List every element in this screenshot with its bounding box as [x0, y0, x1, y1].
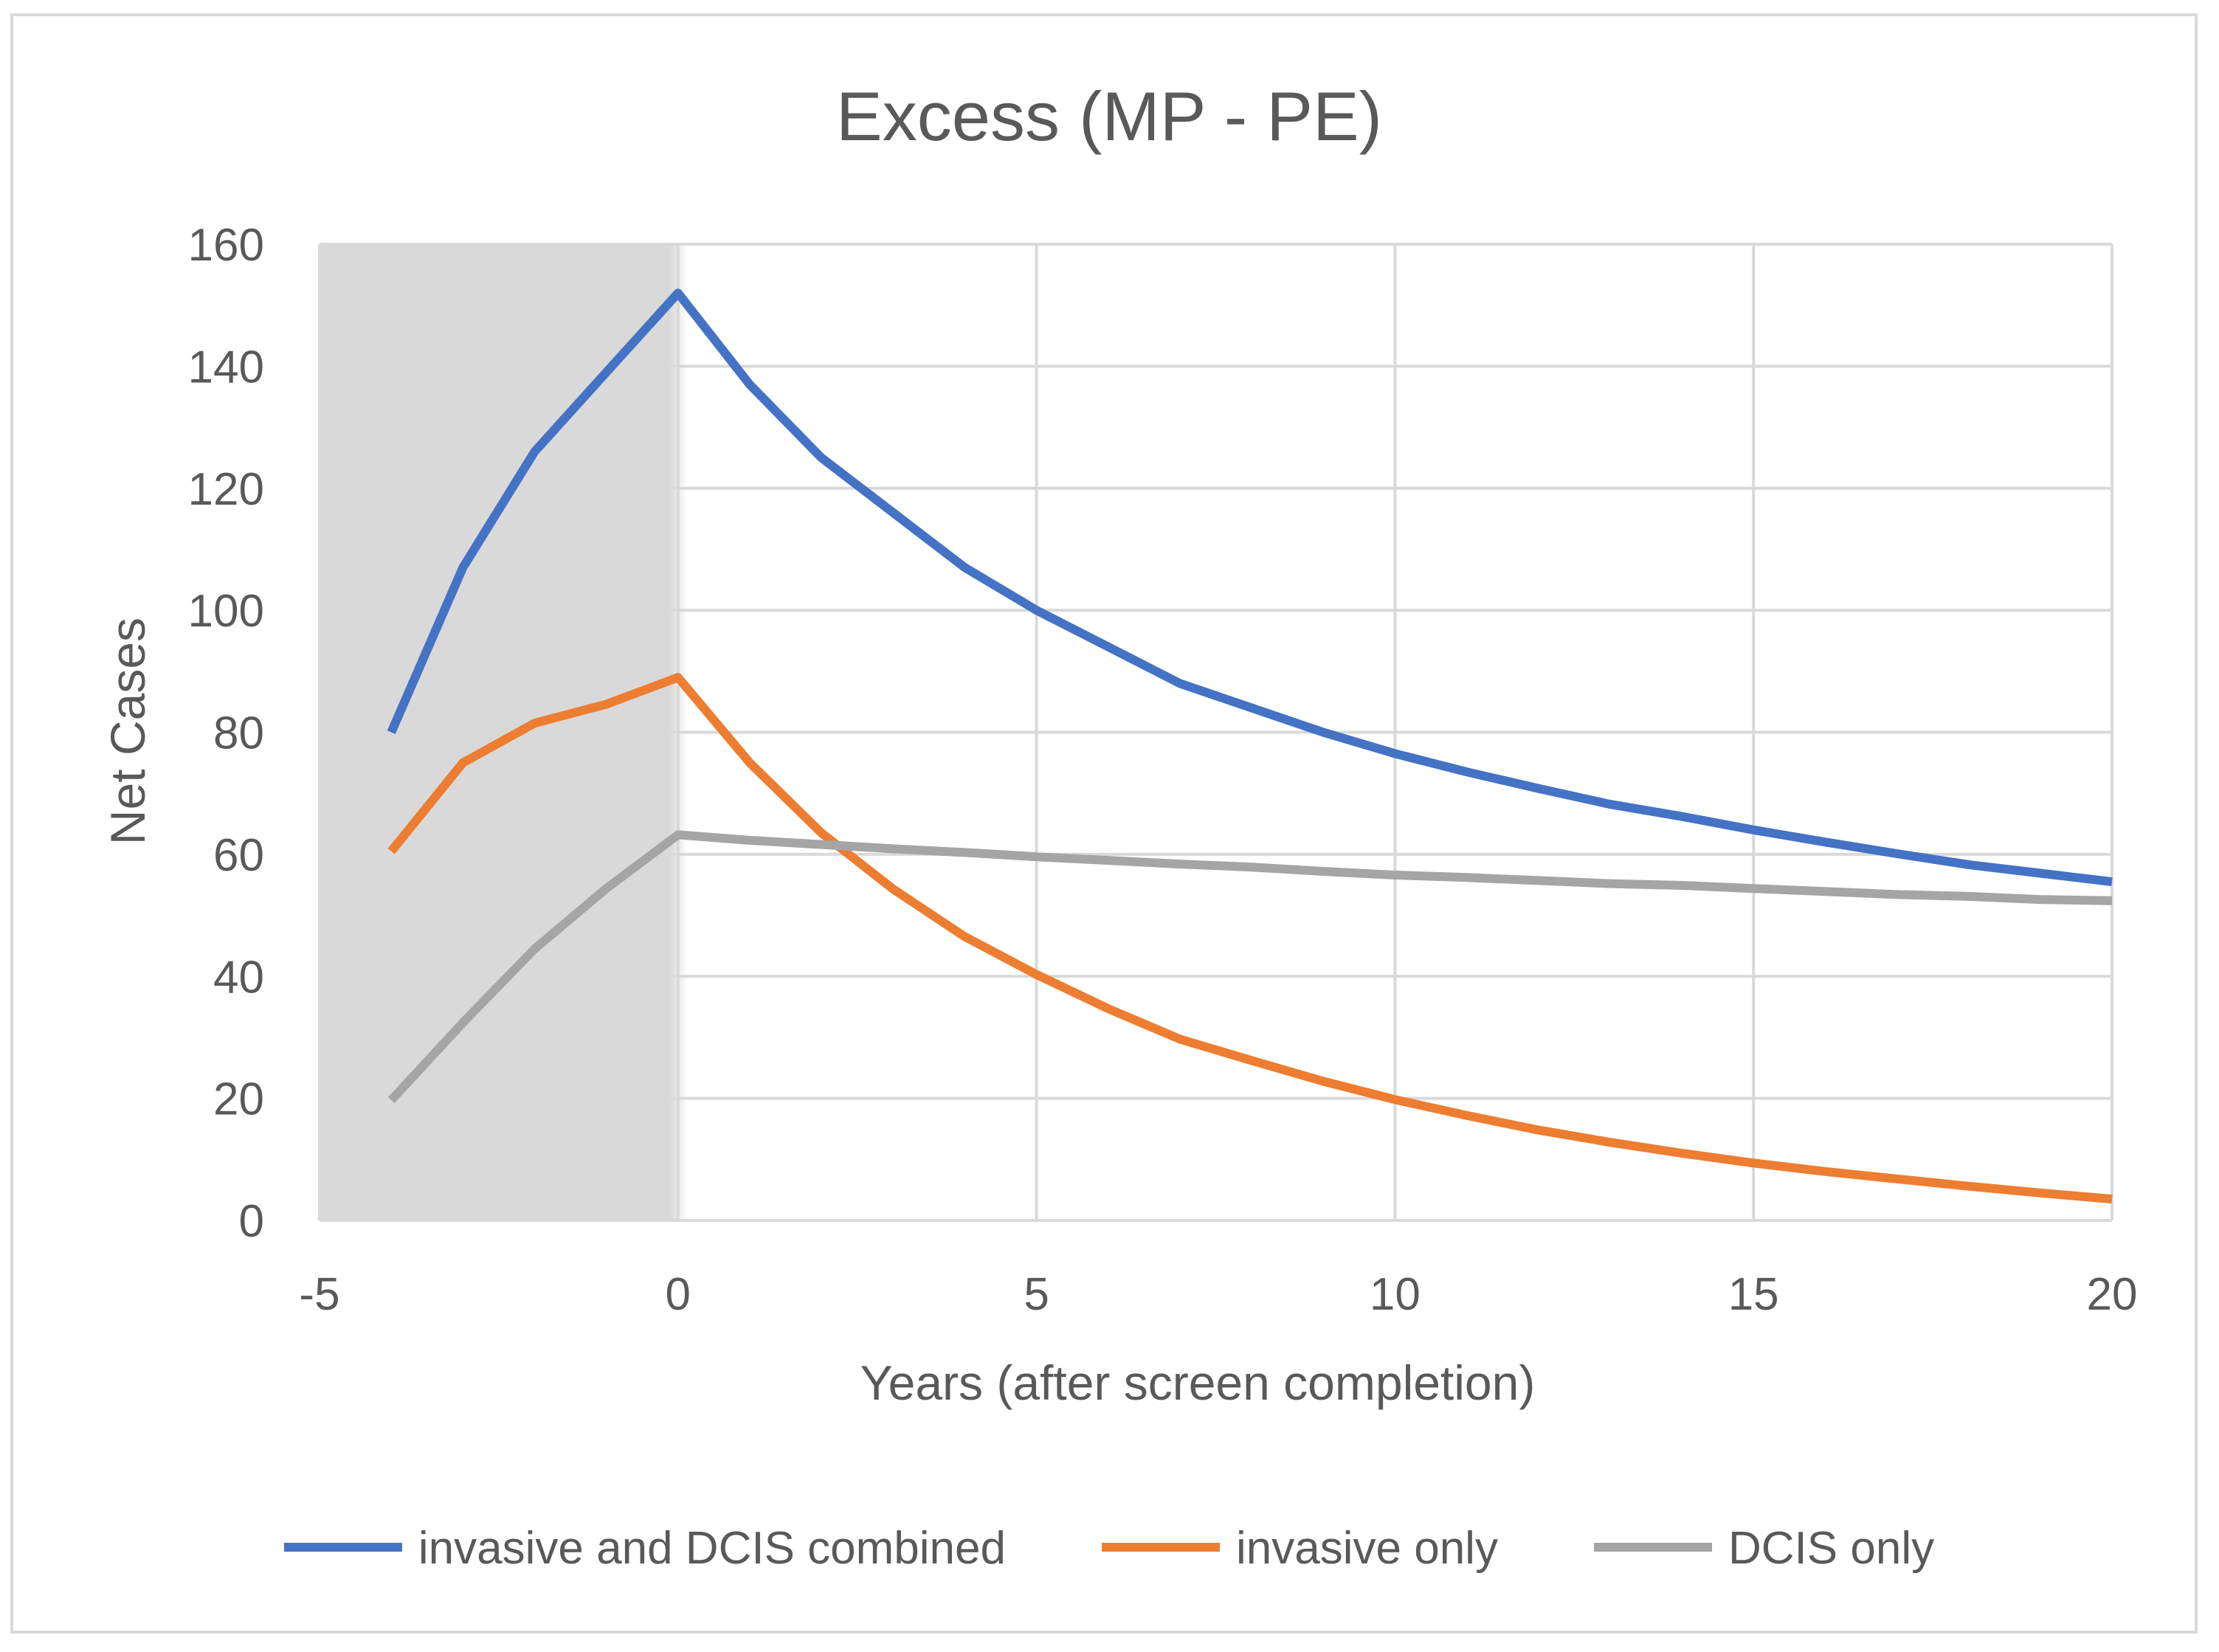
legend-label: invasive and DCIS combined [418, 1523, 1006, 1574]
y-tick-label: 20 [213, 1074, 264, 1125]
legend-item: DCIS only [1594, 1523, 1934, 1574]
gridlines [320, 243, 2113, 1220]
series-line-3 [387, 830, 2113, 1104]
y-tick-label: 100 [188, 586, 264, 637]
y-tick-label: 0 [239, 1196, 264, 1247]
series-lines [387, 288, 2113, 1204]
legend-label: DCIS only [1728, 1523, 1934, 1574]
x-tick-label: 0 [666, 1269, 691, 1320]
y-tick-label: 120 [188, 464, 264, 515]
y-axis-label: Net Cases [100, 618, 155, 845]
x-tick-label: 20 [2087, 1269, 2138, 1320]
series-line-2 [387, 673, 2113, 1204]
y-tick-label: 140 [188, 342, 264, 393]
axes [318, 244, 2112, 1222]
x-tick-label: -5 [299, 1269, 339, 1320]
x-tick-label: 5 [1024, 1269, 1049, 1320]
x-tick-label: 15 [1728, 1269, 1779, 1320]
x-tick-label: 10 [1370, 1269, 1421, 1320]
legend-item: invasive only [1102, 1523, 1498, 1574]
legend: invasive and DCIS combined invasive only D… [283, 1523, 1934, 1574]
legend-item: invasive and DCIS combined [283, 1523, 1006, 1574]
x-axis-label: Years (after screen completion) [860, 1355, 1536, 1410]
y-tick-label: 60 [213, 830, 264, 881]
y-tick-label: 80 [213, 708, 264, 759]
y-tick-label: 40 [213, 952, 264, 1003]
chart-title: Excess (MP - PE) [836, 77, 1382, 155]
tick-labels: 0 20 40 60 80 100 120 140 160 -5 0 5 10 15 20 [188, 220, 2138, 1320]
legend-label: invasive only [1236, 1523, 1498, 1574]
y-tick-label: 160 [188, 220, 264, 271]
series-line-1 [387, 288, 2113, 887]
